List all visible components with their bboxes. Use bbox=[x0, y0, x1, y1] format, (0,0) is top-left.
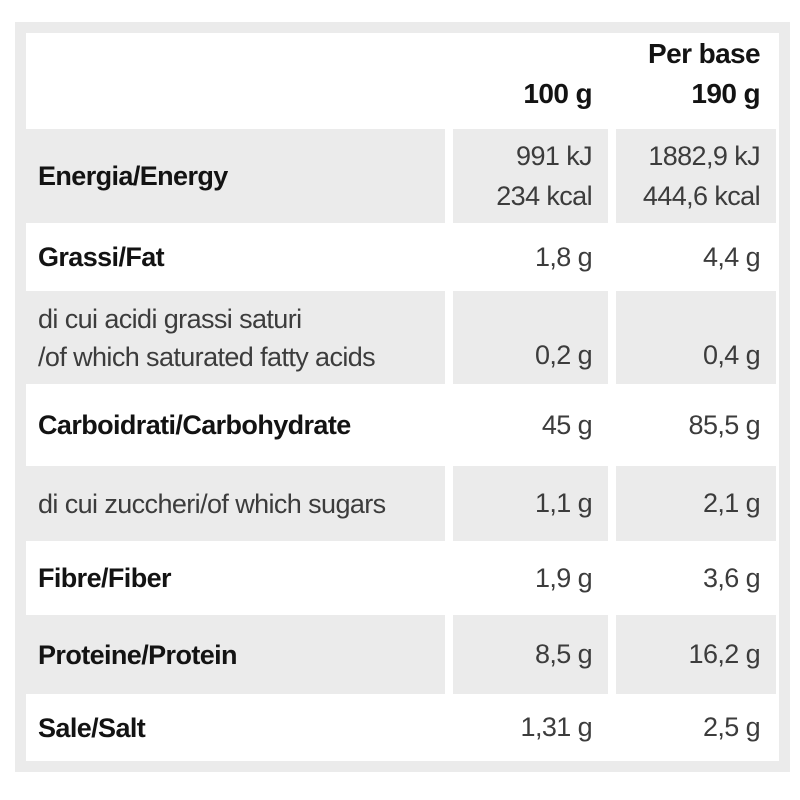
value: 1,31 g bbox=[520, 712, 593, 742]
table-row-sugars: di cui zuccheri/of which sugars 1,1 g 2,… bbox=[26, 466, 779, 541]
row-label: Grassi/Fat bbox=[38, 242, 165, 272]
row-label-cell: Energia/Energy bbox=[26, 129, 445, 223]
row-label: di cui zuccheri/of which sugars bbox=[38, 488, 386, 519]
table-row-salt: Sale/Salt 1,31 g 2,5 g bbox=[26, 694, 779, 761]
value: 1,1 g bbox=[534, 488, 593, 518]
value: 85,5 g bbox=[688, 409, 761, 440]
col-100g-heading: 100 g bbox=[523, 78, 592, 109]
value-100g-cell: 991 kJ 234 kcal bbox=[453, 129, 608, 223]
value: 8,5 g bbox=[534, 639, 593, 669]
value-100g-cell: 1,9 g bbox=[453, 541, 608, 615]
value-kj: 991 kJ bbox=[516, 141, 593, 171]
value-100g-cell: 1,8 g bbox=[453, 223, 608, 291]
value-base-cell: 4,4 g bbox=[616, 223, 776, 291]
value: 1,8 g bbox=[534, 241, 593, 272]
row-label: Proteine/Protein bbox=[38, 639, 238, 670]
header-col-100g: 100 g bbox=[453, 33, 608, 129]
value: 16,2 g bbox=[688, 639, 761, 669]
value-base-cell: 16,2 g bbox=[616, 615, 776, 694]
value: 0,2 g bbox=[534, 340, 593, 370]
value-kcal: 234 kcal bbox=[496, 181, 592, 211]
nutrition-table-frame: 100 g Per base 190 g Energia/Energy 991 … bbox=[15, 22, 790, 772]
value: 4,4 g bbox=[702, 241, 761, 272]
row-label-cell: Sale/Salt bbox=[26, 694, 445, 761]
value-base-cell: 0,4 g bbox=[616, 291, 776, 384]
row-label: Fibre/Fiber bbox=[38, 563, 172, 593]
value-100g-cell: 45 g bbox=[453, 384, 608, 466]
row-label-cell: Proteine/Protein bbox=[26, 615, 445, 694]
row-label-cell: di cui zuccheri/of which sugars bbox=[26, 466, 445, 541]
value-100g-cell: 1,1 g bbox=[453, 466, 608, 541]
per-base-heading-line2: 190 g bbox=[691, 78, 760, 109]
row-label-cell: di cui acidi grassi saturi /of which sat… bbox=[26, 291, 445, 384]
value-kcal: 444,6 kcal bbox=[642, 181, 761, 211]
row-label: Energia/Energy bbox=[38, 161, 228, 191]
value: 3,6 g bbox=[702, 562, 761, 593]
header-row: 100 g Per base 190 g bbox=[26, 33, 779, 129]
nutrition-table: 100 g Per base 190 g Energia/Energy 991 … bbox=[26, 33, 779, 761]
value-base-cell: 2,1 g bbox=[616, 466, 776, 541]
value-kj: 1882,9 kJ bbox=[648, 141, 760, 171]
value-base-cell: 1882,9 kJ 444,6 kcal bbox=[616, 129, 776, 223]
table-row-protein: Proteine/Protein 8,5 g 16,2 g bbox=[26, 615, 779, 694]
table-row-carbohydrate: Carboidrati/Carbohydrate 45 g 85,5 g bbox=[26, 384, 779, 466]
value-base-cell: 85,5 g bbox=[616, 384, 776, 466]
value-base-cell: 2,5 g bbox=[616, 694, 776, 761]
value-100g-cell: 0,2 g bbox=[453, 291, 608, 384]
value: 0,4 g bbox=[702, 340, 761, 370]
row-label: Carboidrati/Carbohydrate bbox=[38, 410, 351, 440]
table-row-saturated-fat: di cui acidi grassi saturi /of which sat… bbox=[26, 291, 779, 384]
row-label-cell: Grassi/Fat bbox=[26, 223, 445, 291]
row-label: Sale/Salt bbox=[38, 712, 146, 743]
value-base-cell: 3,6 g bbox=[616, 541, 776, 615]
row-label-cell: Carboidrati/Carbohydrate bbox=[26, 384, 445, 466]
row-label-cell: Fibre/Fiber bbox=[26, 541, 445, 615]
row-label-line1: di cui acidi grassi saturi bbox=[38, 303, 302, 334]
header-col-per-base: Per base 190 g bbox=[616, 33, 776, 129]
header-spacer bbox=[26, 33, 445, 129]
value-100g-cell: 8,5 g bbox=[453, 615, 608, 694]
value: 45 g bbox=[541, 409, 593, 440]
value-100g-cell: 1,31 g bbox=[453, 694, 608, 761]
value: 2,1 g bbox=[702, 488, 761, 518]
row-label-line2: /of which saturated fatty acids bbox=[38, 341, 376, 372]
per-base-heading-line1: Per base bbox=[648, 38, 761, 69]
table-row-fat: Grassi/Fat 1,8 g 4,4 g bbox=[26, 223, 779, 291]
value: 2,5 g bbox=[702, 712, 761, 742]
table-row-energy: Energia/Energy 991 kJ 234 kcal 1882,9 kJ… bbox=[26, 129, 779, 223]
value: 1,9 g bbox=[534, 562, 593, 593]
table-row-fiber: Fibre/Fiber 1,9 g 3,6 g bbox=[26, 541, 779, 615]
